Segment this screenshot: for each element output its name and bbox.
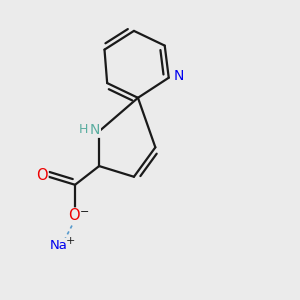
Text: −: − — [80, 207, 89, 217]
Text: N: N — [90, 123, 100, 137]
Text: O: O — [36, 168, 48, 183]
Text: N: N — [174, 69, 184, 83]
Text: +: + — [65, 236, 75, 246]
Text: H: H — [79, 123, 88, 136]
Text: O: O — [68, 208, 80, 223]
Text: Na: Na — [50, 238, 68, 251]
